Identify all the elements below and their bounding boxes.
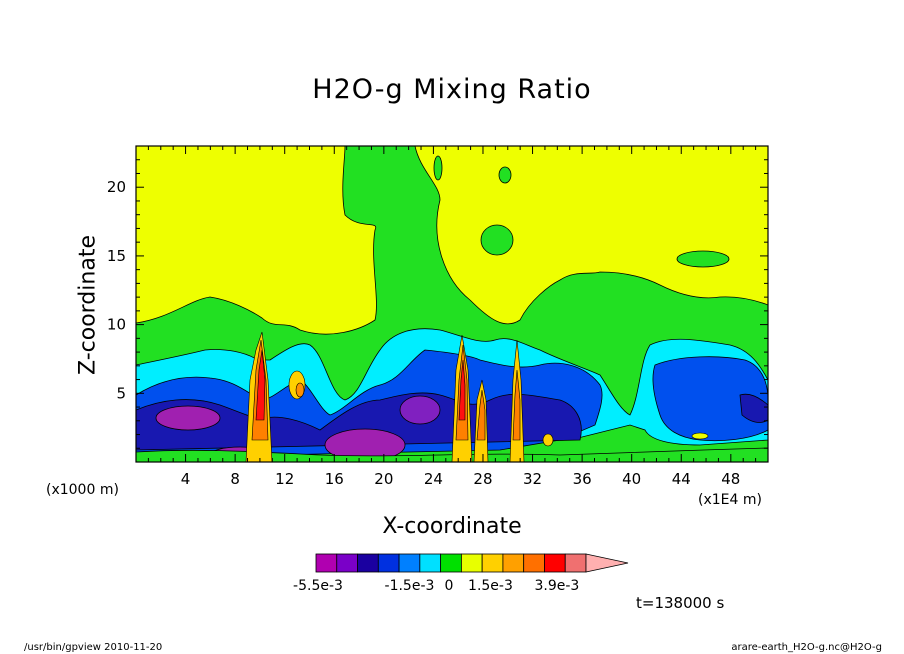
x-tick-label: 28 <box>473 470 492 488</box>
x-axis: 4 8 12 16 20 24 28 32 36 40 44 48 <box>147 146 757 488</box>
x-unit-label: (x1000 m) <box>46 482 119 498</box>
time-annotation: t=138000 s <box>636 594 725 612</box>
colorbar-segment <box>502 553 525 573</box>
chart-title: H2O-g Mixing Ratio <box>312 74 592 105</box>
x-tick-label: 24 <box>424 470 443 488</box>
colorbar: -5.5e-3 -1.5e-3 0 1.5e-3 3.9e-3 <box>293 553 629 594</box>
colorbar-segment <box>398 553 421 573</box>
colorbar-segment <box>377 553 400 573</box>
convective-tower-4 <box>509 339 525 462</box>
y-tick-label: 5 <box>116 384 126 402</box>
x-tick-label: 8 <box>230 470 240 488</box>
y-tick-label: 10 <box>107 316 126 334</box>
colorbar-label: 1.5e-3 <box>468 578 513 594</box>
convective-tower-1 <box>245 331 273 462</box>
field-yellow-blob-2 <box>295 382 305 398</box>
colorbar-label: 0 <box>444 578 453 594</box>
colorbar-segment <box>544 553 566 573</box>
x-tick-label: 40 <box>622 470 641 488</box>
y-axis-label: Z-coordinate <box>75 235 101 375</box>
x-tick-label: 20 <box>374 470 393 488</box>
colorbar-segment <box>523 553 545 573</box>
y-axis: 5 10 15 20 <box>107 159 768 449</box>
x-axis-label: X-coordinate <box>382 514 522 539</box>
field-purple-cell-3 <box>399 395 441 425</box>
colorbar-label: 3.9e-3 <box>535 578 580 594</box>
colorbar-segment <box>460 553 483 573</box>
x-tick-label: 4 <box>181 470 191 488</box>
convective-tower-2 <box>451 334 473 462</box>
x-scale-label: (x1E4 m) <box>698 492 762 508</box>
y-tick-label: 20 <box>107 178 126 196</box>
field-yellow-blob-3 <box>542 433 554 447</box>
colorbar-segment <box>315 553 338 573</box>
field-green-blob-4 <box>433 155 443 181</box>
colorbar-segment <box>419 553 442 573</box>
field-green-blob-3 <box>676 250 730 268</box>
colorbar-segment <box>336 553 358 573</box>
footer-source-file: arare-earth_H2O-g.nc@H2O-g <box>731 642 882 653</box>
field-yellow-blob-4 <box>691 432 709 440</box>
x-tick-label: 32 <box>523 470 542 488</box>
colorbar-label: -1.5e-3 <box>385 578 435 594</box>
colorbar-segment <box>564 553 587 573</box>
field-green-blob-2 <box>498 166 512 184</box>
y-tick-label: 15 <box>107 247 126 265</box>
x-tick-label: 44 <box>672 470 691 488</box>
colorbar-arrow <box>585 553 629 573</box>
field-purple-cell-1 <box>155 405 221 431</box>
convective-tower-3 <box>473 379 489 462</box>
contour-field <box>136 146 768 462</box>
field-blue-east <box>652 356 768 442</box>
x-tick-label: 16 <box>325 470 344 488</box>
x-tick-label: 36 <box>573 470 592 488</box>
colorbar-segment <box>440 553 462 573</box>
colorbar-segment <box>357 553 379 573</box>
field-darkblue-east <box>739 393 768 423</box>
plot-frame <box>135 145 769 463</box>
field-green-blob-1 <box>480 224 514 256</box>
colorbar-segment <box>481 553 504 573</box>
footer-program-date: /usr/bin/gpview 2010-11-20 <box>24 642 163 653</box>
x-tick-label: 48 <box>721 470 740 488</box>
x-tick-label: 12 <box>275 470 294 488</box>
colorbar-label: -5.5e-3 <box>293 578 343 594</box>
